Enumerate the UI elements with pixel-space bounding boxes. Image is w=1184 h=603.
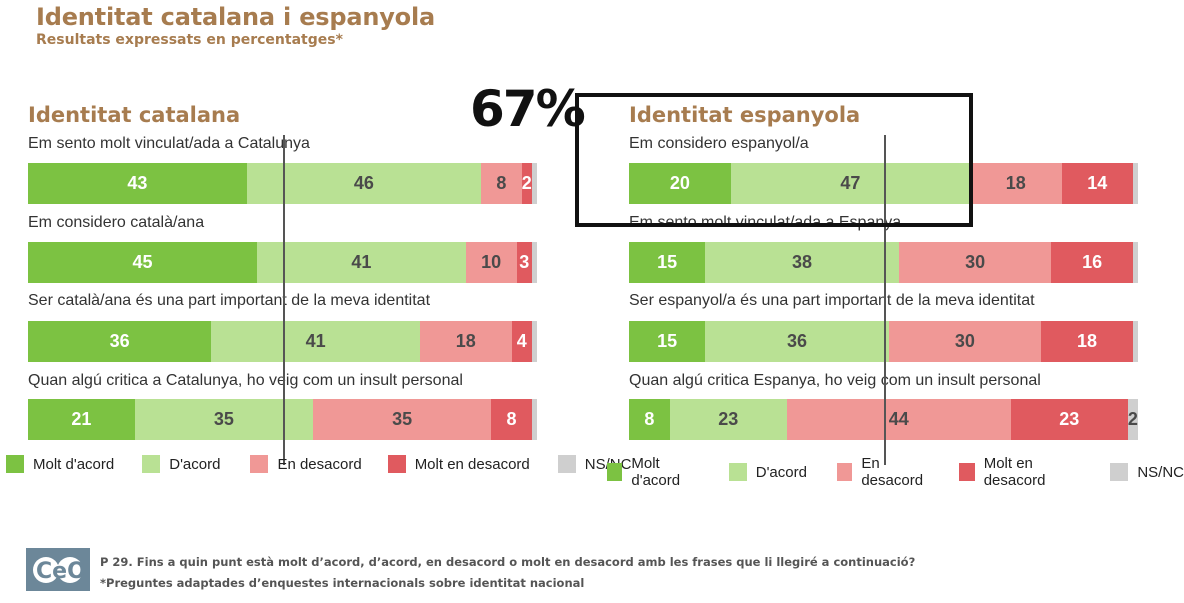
footnote-note: *Preguntes adaptades d’enquestes interna…: [100, 576, 585, 590]
bar-segment: 35: [313, 399, 492, 440]
bar-segment: [531, 242, 537, 283]
legend-swatch: [142, 455, 161, 473]
question-label: Em considero català/ana: [28, 214, 205, 231]
bar-segment: 14: [1061, 163, 1133, 204]
question-label: Quan algú critica a Catalunya, ho veig c…: [28, 372, 463, 389]
bar-segment: [1132, 242, 1138, 283]
panel-title: Identitat catalana: [28, 103, 241, 127]
legend-swatch: [959, 463, 975, 481]
legend-item: En desacord: [250, 455, 362, 473]
bar-segment: 8: [629, 399, 670, 440]
legend-label: Molt d'acord: [33, 455, 115, 473]
legend-swatch: [6, 455, 24, 473]
legend-item: D'acord: [142, 455, 220, 473]
bar-segment: 43: [28, 163, 247, 204]
bar-segment: 36: [705, 321, 889, 362]
bar-segment: 18: [1041, 321, 1133, 362]
legend-swatch: [728, 463, 747, 481]
bar-segment: 4: [511, 321, 532, 362]
legend-item: Molt d'acord: [607, 455, 701, 489]
legend-spanish: Molt d'acord D'acord En desacord Molt en de…: [607, 455, 1184, 489]
midpoint-line: [884, 135, 886, 465]
bar-segment: [1132, 321, 1138, 362]
bar-segment: 2: [1127, 399, 1138, 440]
legend-catalan: Molt d'acord D'acord En desacord Molt en de…: [6, 455, 631, 473]
footnote-question: P 29. Fins a quin punt està molt d’acord…: [100, 555, 916, 569]
bar-segment: 8: [491, 399, 532, 440]
stacked-bar: 15 38 30 16: [629, 242, 1138, 283]
ceo-logo: CeO: [26, 548, 90, 591]
legend-swatch: [387, 455, 406, 473]
legend-label: NS/NC: [1137, 463, 1184, 481]
stacked-bar: 43 46 8 2: [28, 163, 537, 204]
bar-segment: 2: [521, 163, 532, 204]
legend-label: Molt d'acord: [631, 455, 681, 489]
bar-segment: [531, 163, 537, 204]
stacked-bar: 20 47 18 14: [629, 163, 1138, 204]
bar-segment: 41: [257, 242, 466, 283]
bar-segment: 18: [970, 163, 1062, 204]
bar-segment: 47: [730, 163, 971, 204]
bar-segment: 41: [211, 321, 420, 362]
legend-swatch: [250, 455, 269, 473]
bar-segment: 23: [669, 399, 787, 440]
bar-segment: 38: [705, 242, 899, 283]
ceo-logo-icon: CeO: [33, 556, 86, 584]
bar-segment: 21: [28, 399, 135, 440]
highlight-percentage: 67%: [470, 80, 586, 138]
bar-segment: 15: [629, 242, 706, 283]
legend-item: En desacord: [836, 455, 933, 489]
bar-segment: 46: [246, 163, 481, 204]
question-label: Ser espanyol/a és una part important de …: [629, 292, 1035, 309]
question-label: Ser català/ana és una part important de …: [28, 292, 431, 309]
bar-segment: 8: [480, 163, 522, 204]
bar-segment: 18: [419, 321, 512, 362]
stacked-bar: 45 41 10 3: [28, 242, 537, 283]
bar-segment: 23: [1010, 399, 1128, 440]
legend-label: Molt en desacord: [414, 455, 530, 473]
page-title: Identitat catalana i espanyola: [36, 3, 435, 31]
legend-label: D'acord: [755, 463, 807, 481]
midpoint-line: [283, 135, 285, 465]
bar-segment: 20: [629, 163, 731, 204]
bar-segment: [1132, 163, 1138, 204]
bar-segment: 10: [465, 242, 517, 283]
bar-segment: 44: [786, 399, 1011, 440]
legend-label: Molt en desacord: [983, 455, 1046, 489]
legend-item: NS/NC: [1110, 463, 1184, 481]
legend-label: En desacord: [861, 455, 924, 489]
stacked-bar: 8 23 44 23 2: [629, 399, 1138, 440]
page-subtitle: Resultats expressats en percentatges*: [36, 32, 343, 48]
legend-label: En desacord: [277, 455, 362, 473]
bar-segment: [531, 399, 537, 440]
legend-label: D'acord: [169, 455, 221, 473]
bar-segment: 30: [898, 242, 1052, 283]
stacked-bar: 15 36 30 18: [629, 321, 1138, 362]
ceo-logo-text: CeO: [36, 559, 86, 584]
bar-segment: 30: [888, 321, 1042, 362]
legend-item: D'acord: [728, 463, 807, 481]
panel-title: Identitat espanyola: [629, 103, 861, 127]
legend-swatch: [557, 455, 576, 473]
bar-segment: 35: [134, 399, 314, 440]
legend-item: Molt d'acord: [6, 455, 114, 473]
highlight-box: [575, 93, 973, 227]
legend-swatch: [836, 463, 853, 481]
legend-item: Molt en desacord: [387, 455, 530, 473]
legend-item: Molt en desacord: [959, 455, 1082, 489]
bar-segment: 15: [629, 321, 706, 362]
question-label: Quan algú critica Espanya, ho veig com u…: [629, 372, 1041, 389]
legend-swatch: [607, 463, 623, 481]
bar-segment: 16: [1051, 242, 1133, 283]
legend-swatch: [1110, 463, 1129, 481]
bar-segment: 3: [516, 242, 532, 283]
question-label: Em sento molt vinculat/ada a Catalunya: [28, 135, 310, 152]
bar-segment: 45: [28, 242, 258, 283]
bar-segment: 36: [28, 321, 212, 362]
stacked-bar: 36 41 18 4: [28, 321, 537, 362]
question-label: Em considero espanyol/a: [629, 135, 809, 152]
bar-segment: [531, 321, 537, 362]
